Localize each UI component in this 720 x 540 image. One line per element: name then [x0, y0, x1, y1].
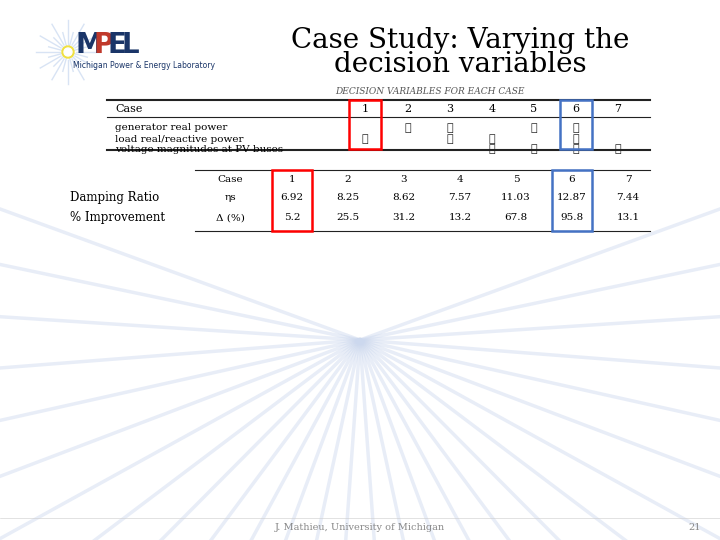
Text: E: E [108, 31, 127, 59]
Text: 5.2: 5.2 [284, 213, 300, 222]
Text: 25.5: 25.5 [336, 213, 359, 222]
Text: 7: 7 [625, 176, 631, 185]
Text: ✓: ✓ [405, 123, 411, 133]
Text: ✓: ✓ [446, 123, 454, 133]
Text: 31.2: 31.2 [392, 213, 415, 222]
Text: 11.03: 11.03 [501, 193, 531, 202]
Bar [560, 100, 592, 149]
Text: ✓: ✓ [572, 134, 580, 144]
Bar [552, 170, 592, 231]
Text: Case: Case [115, 104, 143, 114]
Circle shape [62, 46, 74, 58]
Text: J. Mathieu, University of Michigan: J. Mathieu, University of Michigan [275, 523, 445, 532]
Text: ✓: ✓ [572, 123, 580, 133]
Text: 8.25: 8.25 [336, 193, 359, 202]
Text: 7.44: 7.44 [616, 193, 639, 202]
Text: 7: 7 [614, 104, 621, 114]
Text: ✓: ✓ [615, 144, 621, 154]
Text: ✓: ✓ [531, 123, 537, 133]
Text: % Improvement: % Improvement [70, 212, 165, 225]
Text: ηs: ηs [224, 193, 236, 202]
Text: 8.62: 8.62 [392, 193, 415, 202]
Text: 4: 4 [456, 176, 463, 185]
Text: Δ (%): Δ (%) [215, 213, 244, 222]
Text: L: L [122, 31, 140, 59]
Text: 6.92: 6.92 [280, 193, 304, 202]
Text: decision variables: decision variables [333, 51, 586, 78]
Text: ✓: ✓ [361, 134, 369, 144]
Text: 5: 5 [513, 176, 519, 185]
Text: 6: 6 [569, 176, 575, 185]
Text: 1: 1 [289, 176, 295, 185]
Text: Michigan Power & Energy Laboratory: Michigan Power & Energy Laboratory [73, 60, 215, 70]
Text: 7.57: 7.57 [449, 193, 472, 202]
Text: ✓: ✓ [531, 144, 537, 154]
Text: 2: 2 [405, 104, 412, 114]
Text: 13.1: 13.1 [616, 213, 639, 222]
Text: 2: 2 [345, 176, 351, 185]
Text: 4: 4 [488, 104, 495, 114]
Text: voltage magnitudes at PV buses: voltage magnitudes at PV buses [115, 145, 283, 153]
Text: 6: 6 [572, 104, 580, 114]
Text: 1: 1 [361, 104, 369, 114]
Bar [272, 170, 312, 231]
Text: P: P [93, 31, 113, 59]
Text: 95.8: 95.8 [560, 213, 584, 222]
Text: 5: 5 [531, 104, 538, 114]
Text: ✓: ✓ [446, 134, 454, 144]
Text: 3: 3 [401, 176, 408, 185]
Text: M: M [76, 31, 104, 59]
Text: 67.8: 67.8 [505, 213, 528, 222]
Text: ✓: ✓ [572, 144, 580, 154]
Text: ✓: ✓ [489, 134, 495, 144]
Circle shape [64, 48, 72, 56]
Text: ✓: ✓ [489, 144, 495, 154]
Text: Case Study: Varying the: Case Study: Varying the [291, 26, 629, 53]
Bar [349, 100, 381, 149]
Text: DECISION VARIABLES FOR EACH CASE: DECISION VARIABLES FOR EACH CASE [336, 86, 525, 96]
Text: load real/reactive power: load real/reactive power [115, 134, 243, 144]
Text: 13.2: 13.2 [449, 213, 472, 222]
Text: 21: 21 [689, 523, 701, 532]
Text: Damping Ratio: Damping Ratio [70, 192, 159, 205]
Text: 12.87: 12.87 [557, 193, 587, 202]
Text: 3: 3 [446, 104, 454, 114]
Text: Case: Case [217, 176, 243, 185]
Text: generator real power: generator real power [115, 124, 228, 132]
